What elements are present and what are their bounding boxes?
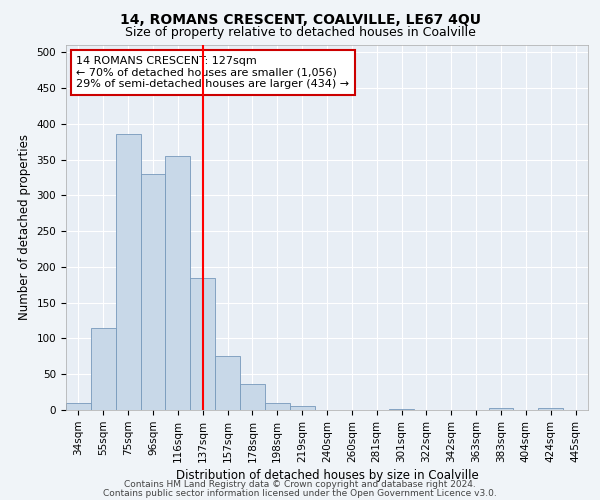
Bar bbox=[389, 408, 414, 410]
Bar bbox=[166, 156, 190, 410]
Bar bbox=[215, 356, 240, 410]
Bar bbox=[538, 408, 563, 410]
Bar bbox=[66, 403, 91, 410]
Bar bbox=[240, 384, 265, 410]
Bar bbox=[116, 134, 140, 410]
Text: 14, ROMANS CRESCENT, COALVILLE, LE67 4QU: 14, ROMANS CRESCENT, COALVILLE, LE67 4QU bbox=[119, 12, 481, 26]
Text: Contains HM Land Registry data © Crown copyright and database right 2024.: Contains HM Land Registry data © Crown c… bbox=[124, 480, 476, 489]
Text: 14 ROMANS CRESCENT: 127sqm
← 70% of detached houses are smaller (1,056)
29% of s: 14 ROMANS CRESCENT: 127sqm ← 70% of deta… bbox=[76, 56, 350, 89]
Text: Contains public sector information licensed under the Open Government Licence v3: Contains public sector information licen… bbox=[103, 488, 497, 498]
Bar bbox=[140, 174, 166, 410]
Y-axis label: Number of detached properties: Number of detached properties bbox=[18, 134, 31, 320]
Bar bbox=[190, 278, 215, 410]
Bar bbox=[265, 403, 290, 410]
Bar bbox=[290, 406, 314, 410]
Bar bbox=[488, 408, 514, 410]
Bar bbox=[91, 328, 116, 410]
Text: Size of property relative to detached houses in Coalville: Size of property relative to detached ho… bbox=[125, 26, 475, 39]
X-axis label: Distribution of detached houses by size in Coalville: Distribution of detached houses by size … bbox=[176, 469, 478, 482]
